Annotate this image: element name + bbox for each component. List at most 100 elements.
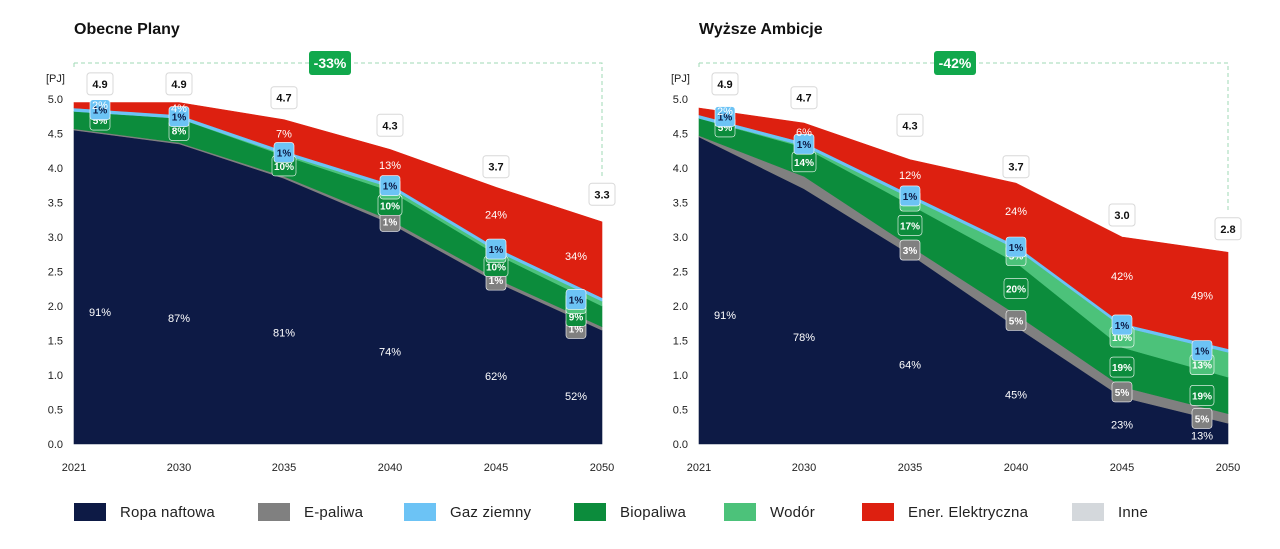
data-label-box xyxy=(379,175,401,196)
y-tick-label: 4.0 xyxy=(48,163,63,175)
total-label-box xyxy=(1214,217,1242,241)
y-tick-label: 1.5 xyxy=(673,336,688,348)
chart-panel-obecne-plany: Obecne Plany [PJ] 0.0 0.5 1.0 1.5 2.0 2.5 3.0 3.5… xyxy=(46,21,616,474)
y-tick-label: 1.5 xyxy=(48,336,63,348)
legend-item-gaz-ziemny: Gaz ziemny xyxy=(404,501,531,523)
y-tick-label: 3.5 xyxy=(48,198,63,210)
legend-swatch xyxy=(862,503,894,521)
data-label: 1% xyxy=(569,295,584,306)
legend-label: E-paliwa xyxy=(304,503,364,521)
area-layers xyxy=(73,102,603,445)
data-label-box xyxy=(565,289,587,310)
data-label: 12% xyxy=(899,170,921,182)
data-label: 17% xyxy=(900,221,920,232)
total-label-box xyxy=(86,72,114,96)
data-label-box xyxy=(273,142,295,163)
data-label-box xyxy=(1111,314,1133,336)
data-label-box xyxy=(899,185,921,207)
total-label: 4.3 xyxy=(902,120,917,132)
y-axis-unit-label: [PJ] xyxy=(671,73,690,85)
data-label: 2% xyxy=(717,106,733,118)
data-label-box xyxy=(1003,278,1029,299)
data-label: 1% xyxy=(569,324,584,335)
data-label: 1% xyxy=(718,113,733,124)
y-tick-label: 3.0 xyxy=(48,232,63,244)
data-label: 1% xyxy=(1009,243,1024,254)
data-label: 64% xyxy=(899,359,921,371)
data-label: 91% xyxy=(714,310,736,322)
y-axis-unit-label: [PJ] xyxy=(46,73,65,85)
data-label-box xyxy=(1005,236,1027,258)
data-label: 19% xyxy=(1112,363,1132,374)
x-tick-label: 2021 xyxy=(687,462,711,474)
data-label-box xyxy=(1111,381,1133,403)
data-label: 13% xyxy=(1192,361,1212,372)
x-tick-label: 2050 xyxy=(1216,462,1240,474)
data-label: 10% xyxy=(380,201,400,212)
total-label-box xyxy=(482,155,510,179)
total-label-box xyxy=(1108,203,1136,227)
total-label: 3.0 xyxy=(1114,210,1129,222)
total-label-box xyxy=(711,72,739,96)
data-label: 1% xyxy=(903,192,918,203)
y-tick-label: 2.5 xyxy=(673,267,688,279)
total-label-box xyxy=(588,182,616,206)
x-tick-label: 2030 xyxy=(792,462,816,474)
data-label: 1% xyxy=(277,148,292,159)
legend-swatch xyxy=(574,503,606,521)
data-label: 87% xyxy=(168,313,190,325)
data-label-box xyxy=(89,99,111,120)
total-label-box xyxy=(790,86,818,110)
data-label: 1% xyxy=(172,113,187,124)
data-label: 1% xyxy=(1195,347,1210,358)
data-label: 62% xyxy=(485,371,507,383)
data-label: 45% xyxy=(1005,390,1027,402)
change-badge xyxy=(309,51,351,75)
data-label: 74% xyxy=(379,346,401,358)
data-label: 10% xyxy=(1112,333,1132,344)
data-label: 1% xyxy=(383,182,398,193)
total-label: 4.9 xyxy=(171,79,186,91)
data-label: 5% xyxy=(1115,388,1130,399)
total-label-box xyxy=(376,113,404,137)
data-label: 5% xyxy=(1195,414,1210,425)
data-label: 24% xyxy=(485,209,507,221)
y-tick-label: 5.0 xyxy=(48,94,63,106)
legend-swatch xyxy=(1072,503,1104,521)
data-label: 1% xyxy=(383,217,398,228)
y-tick-label: 2.5 xyxy=(48,267,63,279)
y-tick-label: 2.0 xyxy=(673,301,688,313)
legend-item-biopaliwa: Biopaliwa xyxy=(574,501,686,523)
x-tick-label: 2035 xyxy=(898,462,922,474)
data-labels: 91% 78% 64% 45% 23% 13% 3% 5% 5% 5% 5% 14% 17% 20% 19%… xyxy=(714,106,1215,442)
change-bracket xyxy=(74,62,603,177)
y-tick-label: 1.0 xyxy=(673,370,688,382)
legend-swatch xyxy=(258,503,290,521)
data-label: 5% xyxy=(93,116,108,127)
data-label-box xyxy=(1191,340,1213,361)
legend-item-ener-elektryczna: Ener. Elektryczna xyxy=(862,501,1028,523)
data-label: 13% xyxy=(379,160,401,172)
data-label: 78% xyxy=(793,332,815,344)
legend-item-ropa-naftowa: Ropa naftowa xyxy=(74,501,215,523)
data-label: 34% xyxy=(565,251,587,263)
y-tick-label: 4.5 xyxy=(673,129,688,141)
change-badge xyxy=(934,51,976,75)
data-label-box xyxy=(485,238,507,260)
data-label-box xyxy=(168,106,190,127)
data-label: 8% xyxy=(172,126,187,137)
data-label-box xyxy=(714,106,736,127)
data-label: 1% xyxy=(93,106,108,117)
data-label: 9% xyxy=(569,312,584,323)
chart-panel-wyzsze-ambicje: Wyższe Ambicje [PJ] 0.0 0.5 1.0 1.5 2.0 2.5 3.0 3… xyxy=(671,21,1242,474)
y-tick-label: 2.0 xyxy=(48,301,63,313)
legend-item-wodor: Wodór xyxy=(724,501,815,523)
data-label-box xyxy=(1189,385,1215,406)
total-label-box xyxy=(270,86,298,110)
x-tick-label: 2021 xyxy=(62,462,86,474)
legend-label: Ener. Elektryczna xyxy=(908,503,1029,521)
legend-label: Ropa naftowa xyxy=(120,503,215,521)
data-label: 49% xyxy=(1191,291,1213,303)
x-tick-label: 2050 xyxy=(590,462,614,474)
y-tick-label: 4.5 xyxy=(48,129,63,141)
